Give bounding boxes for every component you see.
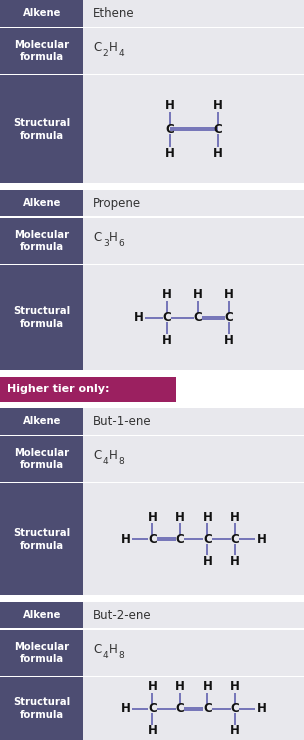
Text: C: C — [230, 702, 239, 715]
Bar — [83, 265, 304, 370]
Text: H: H — [202, 555, 212, 568]
Text: H: H — [230, 511, 240, 524]
Text: C: C — [213, 123, 222, 136]
Bar — [83, 218, 304, 263]
Bar — [83, 189, 304, 216]
Text: Alkene: Alkene — [22, 198, 61, 208]
Bar — [0, 677, 83, 740]
Text: C: C — [93, 231, 102, 243]
Text: H: H — [224, 289, 234, 301]
Text: 4: 4 — [103, 457, 109, 466]
Text: H: H — [147, 680, 157, 693]
Text: C: C — [93, 642, 102, 656]
Text: H: H — [162, 334, 172, 347]
Text: 8: 8 — [119, 651, 125, 660]
Text: 6: 6 — [119, 239, 125, 248]
Text: Ethene: Ethene — [93, 7, 135, 20]
Text: 2: 2 — [103, 49, 109, 58]
Text: H: H — [134, 311, 143, 324]
Bar — [0, 483, 83, 596]
Text: Molecular
formula: Molecular formula — [14, 40, 69, 62]
Text: H: H — [213, 99, 223, 112]
Text: H: H — [121, 533, 131, 546]
Bar — [83, 677, 304, 740]
Text: C: C — [148, 702, 157, 715]
Bar — [176, 377, 304, 402]
Text: C: C — [93, 449, 102, 462]
Text: Structural
formula: Structural formula — [13, 697, 70, 720]
Bar — [0, 189, 83, 216]
Bar — [0, 0, 83, 27]
Text: H: H — [147, 724, 157, 737]
Text: H: H — [257, 702, 266, 715]
Bar — [0, 377, 176, 402]
Text: H: H — [147, 511, 157, 524]
Bar — [83, 630, 304, 676]
Text: C: C — [163, 311, 171, 324]
Text: H: H — [162, 289, 172, 301]
Bar — [0, 408, 83, 434]
Text: C: C — [93, 41, 102, 54]
Text: 4: 4 — [103, 651, 109, 660]
Text: 3: 3 — [103, 239, 109, 248]
Bar — [83, 408, 304, 434]
Text: Molecular
formula: Molecular formula — [14, 448, 69, 470]
Text: Structural
formula: Structural formula — [13, 118, 70, 141]
Text: H: H — [109, 642, 118, 656]
Text: C: C — [175, 702, 184, 715]
Text: Propene: Propene — [93, 197, 141, 209]
Text: C: C — [165, 123, 174, 136]
Text: H: H — [257, 533, 266, 546]
Text: H: H — [121, 702, 131, 715]
Bar — [83, 75, 304, 184]
Text: H: H — [193, 289, 203, 301]
Bar — [83, 436, 304, 482]
Text: C: C — [230, 533, 239, 546]
Text: H: H — [224, 334, 234, 347]
Bar — [0, 630, 83, 676]
Text: C: C — [203, 702, 212, 715]
Text: H: H — [230, 680, 240, 693]
Text: Alkene: Alkene — [22, 8, 61, 18]
Text: Higher tier only:: Higher tier only: — [7, 384, 109, 394]
Text: H: H — [109, 231, 118, 243]
Text: Alkene: Alkene — [22, 417, 61, 426]
Text: Alkene: Alkene — [22, 610, 61, 620]
Text: H: H — [109, 449, 118, 462]
Text: H: H — [175, 680, 185, 693]
Bar — [0, 218, 83, 263]
Text: H: H — [202, 511, 212, 524]
Bar — [0, 28, 83, 74]
Text: C: C — [175, 533, 184, 546]
Bar — [83, 28, 304, 74]
Text: C: C — [194, 311, 202, 324]
Bar — [83, 602, 304, 628]
Text: But-1-ene: But-1-ene — [93, 415, 152, 428]
Text: Structural
formula: Structural formula — [13, 528, 70, 551]
Text: 4: 4 — [119, 49, 124, 58]
Text: H: H — [230, 724, 240, 737]
Bar — [0, 265, 83, 370]
Text: Structural
formula: Structural formula — [13, 306, 70, 329]
Text: H: H — [202, 680, 212, 693]
Text: H: H — [165, 147, 174, 160]
Text: H: H — [175, 511, 185, 524]
Text: H: H — [165, 99, 174, 112]
Text: H: H — [109, 41, 118, 54]
Bar — [0, 436, 83, 482]
Bar — [0, 602, 83, 628]
Text: C: C — [225, 311, 233, 324]
Text: 8: 8 — [119, 457, 125, 466]
Text: H: H — [230, 555, 240, 568]
Bar — [83, 0, 304, 27]
Text: C: C — [203, 533, 212, 546]
Text: But-2-ene: But-2-ene — [93, 608, 152, 622]
Text: H: H — [213, 147, 223, 160]
Text: C: C — [148, 533, 157, 546]
Text: Molecular
formula: Molecular formula — [14, 642, 69, 664]
Bar — [83, 483, 304, 596]
Text: Molecular
formula: Molecular formula — [14, 229, 69, 252]
Bar — [0, 75, 83, 184]
